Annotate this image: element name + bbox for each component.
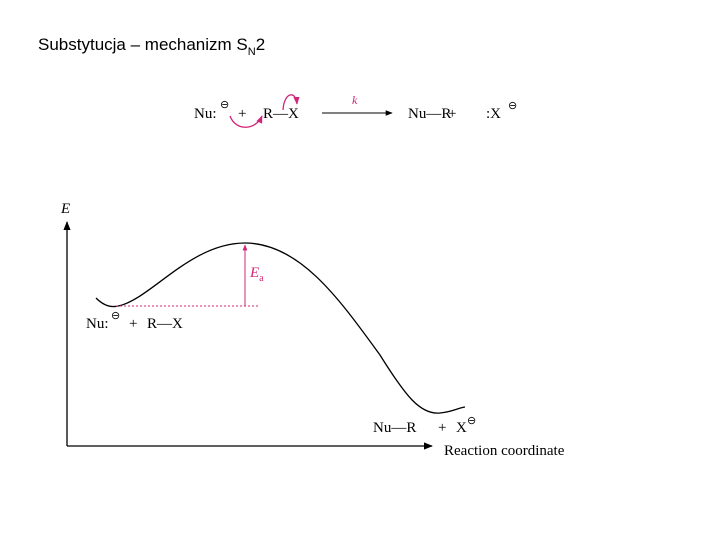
charge: ⊖ xyxy=(508,100,517,112)
species: Nu—R xyxy=(373,420,416,436)
title: Substytucja – mechanizm SN2 xyxy=(38,35,265,58)
end-label: Nu—R + X ⊖ xyxy=(373,415,476,436)
y-axis-label: E xyxy=(60,201,70,217)
charge: ⊖ xyxy=(111,310,120,322)
barrier-label: Ea xyxy=(249,265,264,284)
title-subscript: N xyxy=(248,46,256,58)
species: Nu: xyxy=(86,316,109,332)
barrier-subscript: a xyxy=(259,273,264,284)
barrier-letter: E xyxy=(249,265,259,281)
plus: + xyxy=(129,316,137,332)
energy-curve xyxy=(95,242,466,414)
title-text: Substytucja – mechanizm S xyxy=(38,35,248,54)
reactant: R—X xyxy=(263,106,299,122)
x-axis-label: Reaction coordinate xyxy=(444,443,565,459)
electron-arrow xyxy=(229,115,263,128)
rate-constant: k xyxy=(352,93,358,107)
plus: + xyxy=(238,106,246,122)
plus: + xyxy=(438,420,446,436)
electron-arrow xyxy=(282,94,300,111)
reaction-scheme: Nu: ⊖ + R—X k Nu—R + :X ⊖ xyxy=(194,93,517,122)
species: R—X xyxy=(147,316,183,332)
reactant: Nu: xyxy=(194,106,217,122)
product: :X xyxy=(486,106,501,122)
product: Nu—R xyxy=(408,106,451,122)
plus: + xyxy=(448,106,456,122)
species: X xyxy=(456,420,467,436)
charge: ⊖ xyxy=(220,99,229,111)
start-label: Nu: ⊖ + R—X xyxy=(86,310,183,332)
charge: ⊖ xyxy=(467,415,476,427)
title-end: 2 xyxy=(256,35,265,54)
